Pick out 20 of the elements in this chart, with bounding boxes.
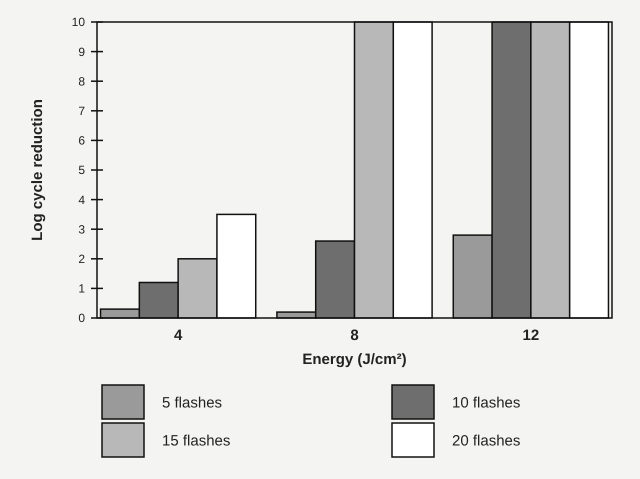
y-tick-label: 5 [78, 163, 86, 178]
y-tick-label: 4 [78, 192, 86, 207]
y-tick-label: 0 [78, 311, 86, 326]
y-tick-label: 7 [78, 104, 86, 118]
legend-label: 15 flashes [162, 432, 230, 450]
x-tick-label: 12 [522, 327, 540, 344]
y-tick-label: 9 [78, 44, 86, 59]
legend-label: 5 flashes [162, 394, 222, 412]
y-axis-title: Log cycle reduction [29, 99, 46, 241]
y-tick-label: 3 [78, 222, 86, 236]
x-axis-title: Energy (J/cm²) [302, 351, 407, 368]
x-tick-label: 4 [174, 327, 183, 344]
y-tick-label: 8 [78, 74, 86, 88]
y-tick-label: 10 [72, 15, 86, 30]
x-tick-label: 8 [350, 327, 359, 344]
legend-label: 10 flashes [452, 394, 520, 412]
y-tick-label: 6 [78, 134, 86, 148]
legend-label: 20 flashes [452, 432, 520, 450]
y-tick-label: 1 [78, 282, 86, 296]
y-tick-label: 2 [78, 252, 86, 266]
